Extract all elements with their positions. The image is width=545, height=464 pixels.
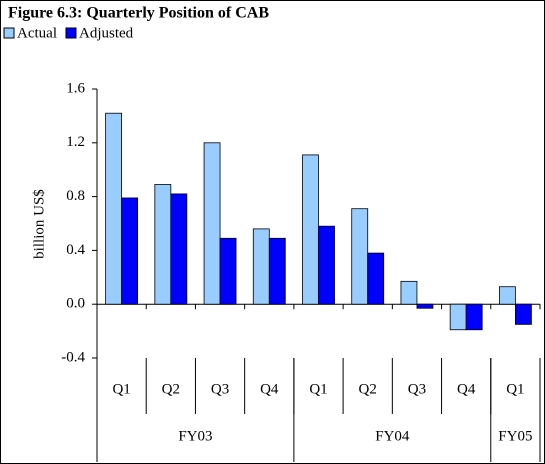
x-tick-label: Q1 [309,381,327,397]
bar [498,286,516,305]
bar [268,237,286,305]
y-tick-label: 0.0 [66,296,85,312]
bar [203,142,221,305]
bar [252,228,270,305]
bar [514,303,532,325]
x-tick-label: Q1 [112,381,130,397]
y-axis-label: billion US$ [31,189,47,259]
bar [465,303,483,331]
bar [121,197,139,305]
group-label: FY03 [178,428,212,444]
y-tick-label: 1.2 [66,134,85,150]
legend-label: Adjusted [79,25,134,41]
bar [170,193,188,305]
x-tick-label: Q2 [162,381,180,397]
group-label: FY04 [375,428,410,444]
y-tick-label: 1.6 [66,80,85,96]
x-tick-label: Q3 [408,381,426,397]
y-tick-label: 0.8 [66,188,85,204]
chart-title: Figure 6.3: Quarterly Position of CAB [8,5,269,22]
bar [105,112,123,305]
bar [219,237,237,305]
bar [400,280,418,305]
bar [154,184,172,305]
legend-swatch [3,27,15,39]
legend-swatch [65,27,77,39]
bar [318,225,335,305]
group-label: FY05 [498,428,532,444]
x-tick-label: Q1 [506,381,524,397]
x-tick-label: Q4 [457,381,476,397]
bar [351,208,369,305]
y-tick-label: 0.4 [66,242,85,258]
bar [367,252,385,305]
x-tick-label: Q3 [211,381,229,397]
x-tick-label: Q4 [260,381,279,397]
bar [302,154,319,305]
bar [416,303,434,309]
bar [449,303,467,331]
y-tick-label: -0.4 [61,349,85,365]
legend-label: Actual [17,25,57,41]
x-tick-label: Q2 [359,381,377,397]
